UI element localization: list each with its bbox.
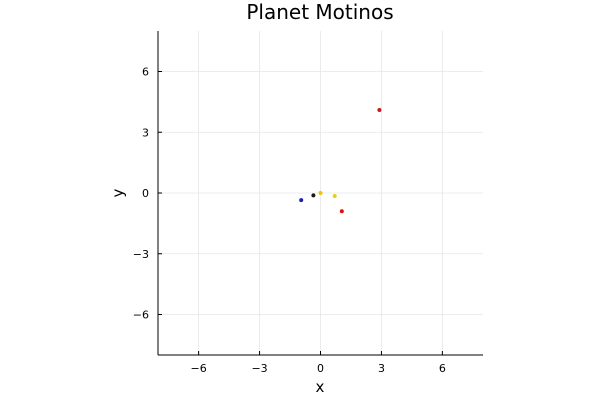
data-point: [339, 209, 344, 214]
x-tick-label: 3: [378, 362, 385, 375]
chart-title: Planet Motinos: [246, 0, 393, 24]
grid: [158, 31, 483, 355]
data-point: [311, 193, 316, 198]
y-axis-ticks: −6 −3 0 3 6: [133, 66, 162, 322]
y-tick-label: 0: [142, 187, 149, 200]
x-axis-ticks: −6 −3 0 3 6: [191, 351, 446, 375]
y-tick-label: 3: [142, 126, 149, 139]
x-tick-label: −3: [251, 362, 267, 375]
data-point: [332, 194, 337, 199]
y-tick-label: 6: [142, 66, 149, 79]
data-point: [318, 191, 323, 195]
y-tick-label: −3: [133, 248, 149, 261]
y-tick-label: −6: [133, 309, 149, 322]
x-tick-label: 0: [317, 362, 324, 375]
data-point: [377, 107, 382, 112]
data-points: [299, 107, 382, 214]
x-tick-label: −6: [191, 362, 207, 375]
x-tick-label: 6: [439, 362, 446, 375]
data-point: [299, 198, 304, 203]
y-axis-label: y: [109, 188, 127, 197]
x-axis-label: x: [316, 378, 325, 396]
